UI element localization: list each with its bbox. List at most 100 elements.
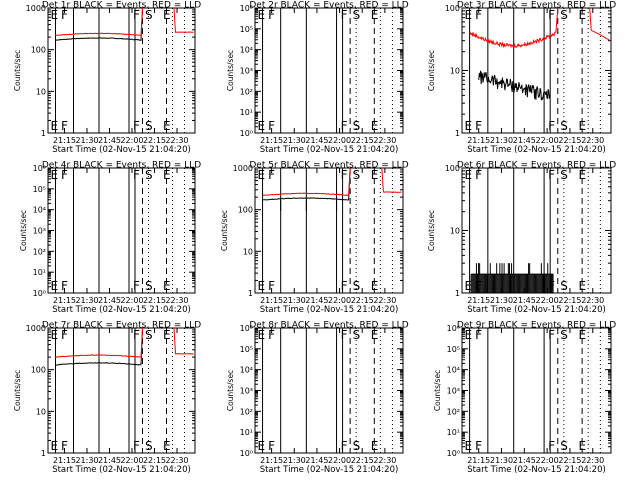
x-tick-label: 21:30 bbox=[490, 296, 513, 305]
y-tick-label: 1 bbox=[455, 129, 460, 138]
x-tick-label: 21:30 bbox=[75, 456, 98, 465]
panel-title: Det 8r BLACK = Events, RED = LLD bbox=[249, 321, 408, 331]
x-tick-label: 21:15 bbox=[260, 456, 283, 465]
marker-label-top: S bbox=[560, 8, 568, 22]
y-tick-label: 10² bbox=[447, 407, 460, 416]
marker-label-top: E bbox=[51, 328, 59, 342]
y-tick-label: 1000 bbox=[26, 324, 46, 333]
x-tick-label: 21:30 bbox=[283, 136, 306, 145]
marker-label-top: E bbox=[163, 328, 171, 342]
marker-label-bottom: F bbox=[61, 119, 68, 133]
y-tick-label: 10² bbox=[33, 247, 46, 256]
panel-title: Det 3r BLACK = Events, RED = LLD bbox=[457, 1, 616, 11]
y-tick-label: 10⁰ bbox=[240, 449, 253, 458]
x-tick-label: 21:45 bbox=[98, 296, 121, 305]
x-tick-label: 22:00 bbox=[328, 136, 351, 145]
marker-label-top: E bbox=[163, 8, 171, 22]
marker-label-top: S bbox=[145, 328, 153, 342]
x-tick-label: 21:15 bbox=[467, 296, 490, 305]
marker-label-top: E bbox=[579, 328, 587, 342]
marker-label-top: F bbox=[61, 168, 68, 182]
panel-title: Det 7r BLACK = Events, RED = LLD bbox=[42, 321, 201, 331]
marker-label-top: E bbox=[465, 328, 473, 342]
marker-label-bottom: E bbox=[258, 439, 266, 453]
marker-label-bottom: E bbox=[163, 439, 171, 453]
x-tick-label: 21:15 bbox=[260, 136, 283, 145]
x-tick-label: 21:45 bbox=[513, 136, 536, 145]
x-tick-label: 21:30 bbox=[283, 456, 306, 465]
x-tick-label: 21:30 bbox=[490, 136, 513, 145]
x-tick-label: 21:15 bbox=[53, 296, 76, 305]
x-tick-label: 22:00 bbox=[120, 296, 143, 305]
marker-label-bottom: F bbox=[133, 439, 140, 453]
marker-label-bottom: S bbox=[560, 439, 568, 453]
y-tick-label: 10⁴ bbox=[240, 366, 253, 375]
plot-frame bbox=[47, 167, 196, 294]
x-axis-label: Start Time (02-Nov-15 21:04:20) bbox=[260, 305, 399, 315]
x-tick-label: 21:30 bbox=[490, 456, 513, 465]
y-tick-label: 10⁴ bbox=[240, 46, 253, 55]
lld-series-line-tail bbox=[173, 7, 194, 33]
x-tick-label: 22:15 bbox=[351, 296, 374, 305]
marker-label-bottom: E bbox=[465, 119, 473, 133]
events-series-line bbox=[262, 167, 351, 201]
y-axis-label: Counts/sec bbox=[226, 50, 235, 91]
x-tick-label: 22:30 bbox=[165, 296, 188, 305]
y-tick-label: 10¹ bbox=[240, 428, 253, 437]
marker-label-bottom: S bbox=[145, 439, 153, 453]
y-tick-label: 10¹ bbox=[240, 108, 253, 117]
plot-frame bbox=[461, 327, 612, 454]
panel-title: Det 9r BLACK = Events, RED = LLD bbox=[457, 321, 616, 331]
marker-label-top: F bbox=[133, 168, 140, 182]
marker-label-top: F bbox=[61, 8, 68, 22]
x-tick-label: 21:45 bbox=[98, 136, 121, 145]
marker-label-bottom: F bbox=[268, 119, 275, 133]
y-tick-label: 10⁵ bbox=[240, 25, 253, 34]
x-axis-label: Start Time (02-Nov-15 21:04:20) bbox=[467, 305, 606, 315]
marker-label-bottom: S bbox=[353, 439, 361, 453]
x-tick-label: 21:45 bbox=[513, 296, 536, 305]
y-axis-label: Counts/sec bbox=[427, 210, 436, 251]
y-tick-label: 100 bbox=[445, 4, 460, 13]
marker-label-bottom: F bbox=[341, 119, 348, 133]
marker-label-bottom: F bbox=[268, 279, 275, 293]
x-axis-label: Start Time (02-Nov-15 21:04:20) bbox=[52, 465, 191, 475]
marker-label-top: F bbox=[268, 8, 275, 22]
x-tick-label: 22:15 bbox=[351, 456, 374, 465]
lld-series-line bbox=[55, 327, 143, 358]
y-tick-label: 10¹ bbox=[447, 428, 460, 437]
y-tick-label: 100 bbox=[445, 164, 460, 173]
x-tick-label: 22:30 bbox=[373, 456, 396, 465]
y-tick-label: 10⁴ bbox=[33, 206, 46, 215]
x-tick-label: 21:30 bbox=[283, 296, 306, 305]
events-series-line bbox=[478, 70, 551, 101]
marker-label-top: E bbox=[51, 8, 59, 22]
marker-label-top: E bbox=[258, 8, 266, 22]
marker-label-top: E bbox=[258, 168, 266, 182]
y-tick-label: 10⁴ bbox=[447, 366, 460, 375]
x-tick-label: 22:00 bbox=[120, 456, 143, 465]
panel-title: Det 6r BLACK = Events, RED = LLD bbox=[457, 161, 616, 171]
marker-label-top: S bbox=[145, 168, 153, 182]
x-tick-label: 22:00 bbox=[120, 136, 143, 145]
marker-label-bottom: S bbox=[560, 279, 568, 293]
y-axis-label: Counts/sec bbox=[19, 210, 28, 251]
marker-label-bottom: E bbox=[163, 119, 171, 133]
marker-label-bottom: E bbox=[51, 279, 59, 293]
y-axis-label: Counts/sec bbox=[220, 210, 229, 251]
plot-frame bbox=[47, 327, 196, 454]
y-tick-label: 10³ bbox=[240, 387, 253, 396]
marker-label-bottom: E bbox=[579, 119, 587, 133]
marker-label-top: F bbox=[61, 328, 68, 342]
marker-label-top: S bbox=[145, 8, 153, 22]
y-tick-label: 10⁰ bbox=[240, 129, 253, 138]
y-axis-label: Counts/sec bbox=[433, 370, 442, 411]
marker-label-top: E bbox=[465, 8, 473, 22]
lld-series-line-tail bbox=[589, 7, 610, 41]
y-tick-label: 10³ bbox=[240, 67, 253, 76]
marker-label-top: E bbox=[579, 8, 587, 22]
marker-label-bottom: S bbox=[353, 119, 361, 133]
x-tick-label: 22:15 bbox=[558, 136, 581, 145]
marker-label-top: E bbox=[371, 8, 379, 22]
